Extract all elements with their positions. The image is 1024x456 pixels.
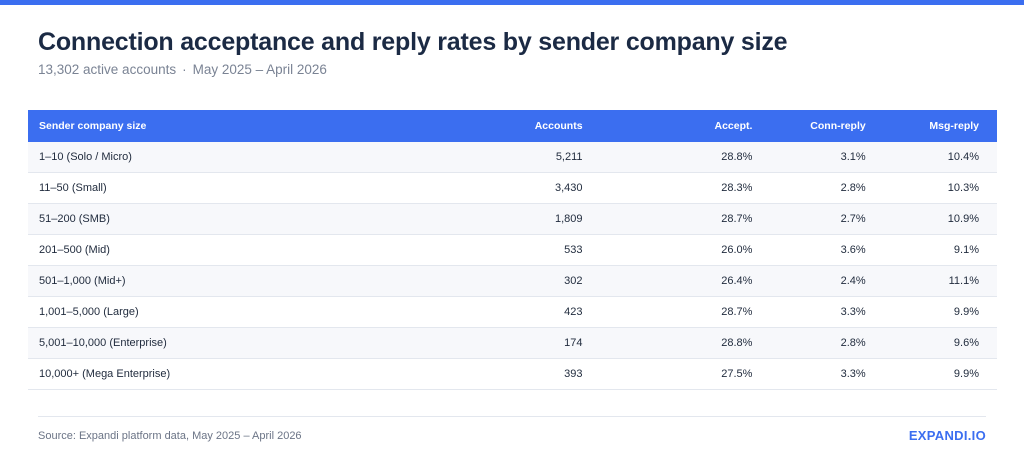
cell-conn-reply: 3.6% <box>770 234 884 266</box>
cell-msg-reply: 10.4% <box>883 142 997 173</box>
table-row: 201–500 (Mid) 533 26.0% 3.6% 9.1% <box>28 234 997 266</box>
cell-conn-reply: 2.4% <box>770 265 884 297</box>
table-row: 1–10 (Solo / Micro) 5,211 28.8% 3.1% 10.4% <box>28 142 997 173</box>
cell-accounts: 174 <box>378 327 601 359</box>
cell-size: 51–200 (SMB) <box>28 203 379 235</box>
cell-accept: 28.8% <box>600 142 771 173</box>
cell-size: 11–50 (Small) <box>28 172 379 204</box>
cell-accounts: 1,809 <box>378 203 601 235</box>
cell-msg-reply: 10.3% <box>883 172 997 204</box>
cell-msg-reply: 10.9% <box>883 203 997 235</box>
cell-accept: 27.5% <box>600 358 771 390</box>
cell-accounts: 393 <box>378 358 601 390</box>
source-note: Source: Expandi platform data, May 2025 … <box>38 430 302 442</box>
table-row: 10,000+ (Mega Enterprise) 393 27.5% 3.3% 9.9… <box>28 358 997 390</box>
date-range: May 2025 – April 2026 <box>192 62 327 77</box>
cell-accounts: 423 <box>378 296 601 328</box>
cell-accounts: 302 <box>378 265 601 297</box>
accounts-count: 13,302 active accounts <box>38 62 177 77</box>
cell-accounts: 533 <box>378 234 601 266</box>
cell-accept: 28.3% <box>600 172 771 204</box>
table-row: 11–50 (Small) 3,430 28.3% 2.8% 10.3% <box>28 172 997 204</box>
cell-accept: 28.7% <box>600 296 771 328</box>
page-title: Connection acceptance and reply rates by… <box>38 28 788 56</box>
cell-size: 10,000+ (Mega Enterprise) <box>28 358 379 390</box>
cell-accept: 26.4% <box>600 265 771 297</box>
cell-conn-reply: 3.3% <box>770 296 884 328</box>
table-header-row: Sender company size Accounts Accept. Con… <box>28 110 997 142</box>
column-header-accept: Accept. <box>600 110 771 142</box>
cell-size: 501–1,000 (Mid+) <box>28 265 379 297</box>
brand-logo: EXPANDI.IO <box>908 428 986 443</box>
cell-msg-reply: 9.6% <box>883 327 997 359</box>
footer-divider <box>38 416 986 417</box>
top-accent-bar <box>0 0 1024 5</box>
cell-accept: 28.7% <box>600 203 771 235</box>
separator-dot: · <box>182 62 187 77</box>
subtitle: 13,302 active accounts · May 2025 – April … <box>38 62 327 77</box>
cell-conn-reply: 3.3% <box>770 358 884 390</box>
cell-msg-reply: 11.1% <box>883 265 997 297</box>
cell-accounts: 5,211 <box>378 142 601 173</box>
cell-accept: 26.0% <box>600 234 771 266</box>
cell-conn-reply: 2.7% <box>770 203 884 235</box>
cell-msg-reply: 9.9% <box>883 296 997 328</box>
table-row: 5,001–10,000 (Enterprise) 174 28.8% 2.8% 9.6… <box>28 327 997 359</box>
cell-accept: 28.8% <box>600 327 771 359</box>
table-row: 501–1,000 (Mid+) 302 26.4% 2.4% 11.1% <box>28 265 997 297</box>
cell-conn-reply: 2.8% <box>770 172 884 204</box>
cell-size: 1–10 (Solo / Micro) <box>28 142 379 173</box>
cell-msg-reply: 9.1% <box>883 234 997 266</box>
column-header-accounts: Accounts <box>378 110 601 142</box>
cell-size: 1,001–5,000 (Large) <box>28 296 379 328</box>
cell-size: 201–500 (Mid) <box>28 234 379 266</box>
cell-conn-reply: 3.1% <box>770 142 884 173</box>
table-row: 51–200 (SMB) 1,809 28.7% 2.7% 10.9% <box>28 203 997 235</box>
cell-msg-reply: 9.9% <box>883 358 997 390</box>
table-row: 1,001–5,000 (Large) 423 28.7% 3.3% 9.9% <box>28 296 997 328</box>
column-header-conn-reply: Conn-reply <box>770 110 884 142</box>
data-table: Sender company size Accounts Accept. Con… <box>28 110 997 390</box>
column-header-msg-reply: Msg-reply <box>883 110 997 142</box>
column-header-size: Sender company size <box>28 110 379 142</box>
cell-conn-reply: 2.8% <box>770 327 884 359</box>
cell-size: 5,001–10,000 (Enterprise) <box>28 327 379 359</box>
cell-accounts: 3,430 <box>378 172 601 204</box>
